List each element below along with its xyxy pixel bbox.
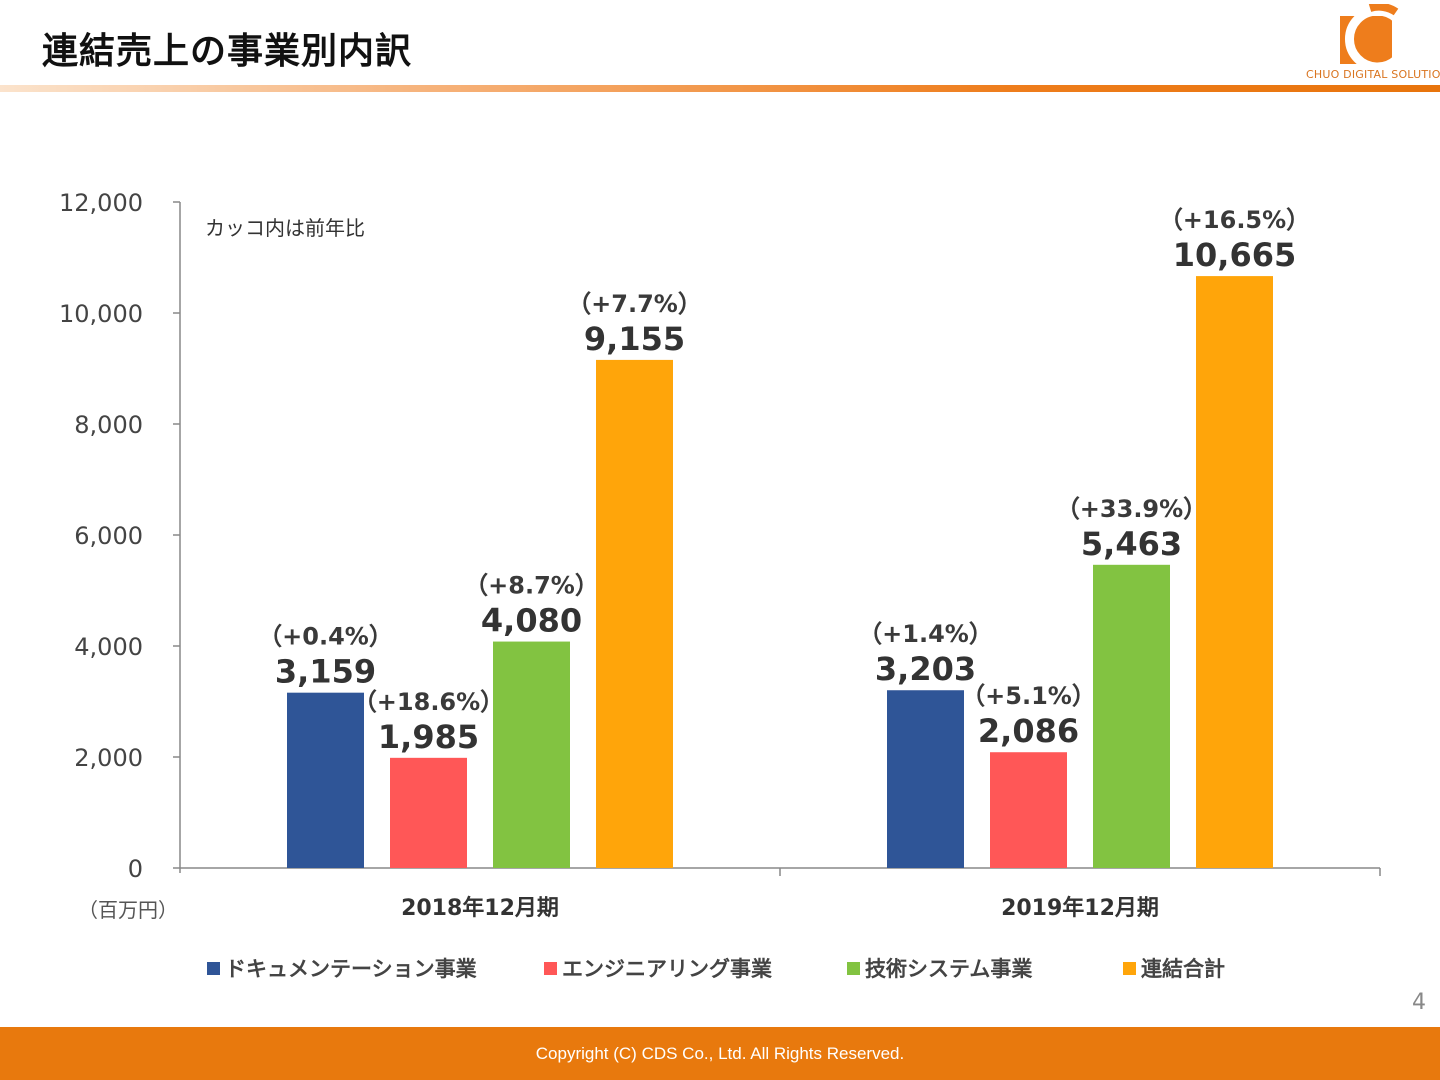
legend-label: 連結合計: [1141, 957, 1225, 981]
legend-item-tech: 技術システム事業: [847, 953, 1032, 983]
yoy-label: （+7.7%）: [567, 290, 702, 318]
bar: [596, 359, 673, 868]
unit-label: （百万円）: [78, 898, 178, 922]
y-tick-label: 6,000: [74, 522, 143, 550]
chart-note: カッコ内は前年比: [205, 216, 365, 240]
bar: [887, 690, 964, 868]
bar: [493, 641, 570, 868]
copyright: Copyright (C) CDS Co., Ltd. All Rights R…: [535, 1043, 905, 1063]
header-divider: [0, 85, 1440, 92]
page-number: 4: [1412, 990, 1426, 1015]
legend-label: ドキュメンテーション事業: [225, 957, 477, 981]
legend-label: エンジニアリング事業: [562, 957, 772, 981]
y-tick-label: 0: [128, 855, 143, 883]
legend-swatch: [207, 961, 220, 975]
data-label: 5,463: [1081, 525, 1182, 563]
company-logo: [1340, 4, 1399, 72]
logo-text: CHUO DIGITAL SOLUTION: [1306, 68, 1440, 81]
yoy-label: （+33.9%）: [1056, 495, 1207, 523]
data-label: 3,203: [875, 650, 976, 688]
legend-item-total: 連結合計: [1123, 953, 1225, 983]
data-label: 1,985: [378, 718, 479, 756]
chart-legend: ドキュメンテーション事業 エンジニアリング事業 技術システム事業 連結合計: [0, 953, 1440, 983]
legend-swatch: [1123, 961, 1136, 975]
bar-chart: 0 2,000 4,000 6,000 8,000 10,000 12,000 カッコ内は前年…: [59, 189, 1381, 922]
legend-item-document: ドキュメンテーション事業: [207, 953, 477, 983]
category-label: 2019年12月期: [1001, 895, 1159, 921]
category-label: 2018年12月期: [401, 895, 559, 921]
bar: [1093, 564, 1170, 868]
data-label: 10,665: [1173, 236, 1296, 274]
y-tick-label: 10,000: [59, 300, 143, 328]
yoy-label: （+0.4%）: [258, 623, 393, 651]
legend-label: 技術システム事業: [865, 957, 1033, 981]
data-label: 2,086: [978, 712, 1079, 750]
data-label: 4,080: [481, 602, 582, 640]
bar: [390, 757, 467, 868]
y-tick-label: 2,000: [74, 744, 143, 772]
legend-item-engineering: エンジニアリング事業: [544, 953, 772, 983]
data-label: 9,155: [584, 320, 685, 358]
yoy-label: （+1.4%）: [858, 620, 993, 648]
yoy-label: （+16.5%）: [1159, 206, 1310, 234]
page-title: 連結売上の事業別内訳: [42, 31, 413, 72]
yoy-label: （+8.7%）: [464, 572, 599, 600]
bar: [287, 692, 364, 868]
yoy-label: （+5.1%）: [961, 682, 1096, 710]
yoy-label: （+18.6%）: [353, 688, 504, 716]
bar: [990, 752, 1067, 868]
legend-swatch: [544, 961, 557, 975]
data-label: 3,159: [275, 653, 376, 691]
y-tick-label: 12,000: [59, 189, 143, 217]
bar: [1196, 276, 1273, 868]
footer: Copyright (C) CDS Co., Ltd. All Rights R…: [0, 1027, 1440, 1080]
legend-swatch: [847, 961, 860, 975]
y-tick-label: 8,000: [74, 411, 143, 439]
y-tick-label: 4,000: [74, 633, 143, 661]
